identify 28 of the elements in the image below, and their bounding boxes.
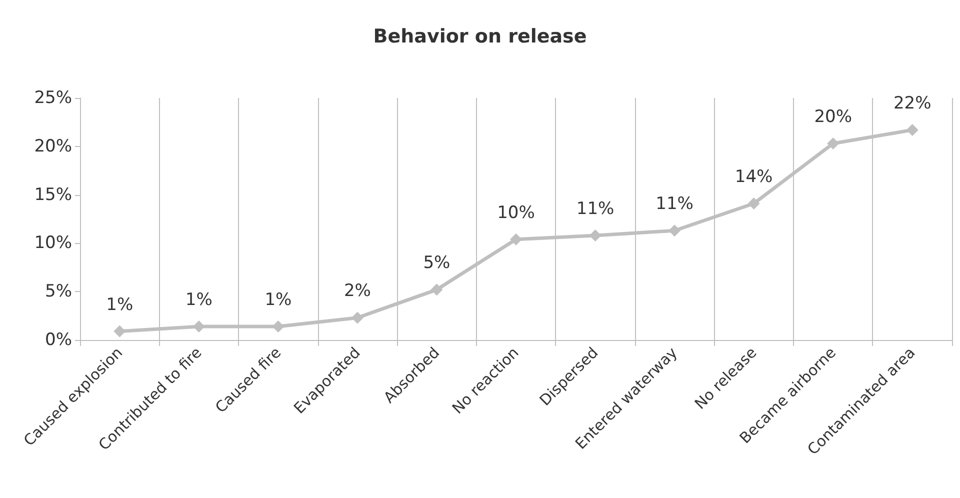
data-label: 14% <box>734 167 773 188</box>
point <box>748 198 760 210</box>
point <box>589 229 602 242</box>
point <box>430 284 443 296</box>
data-label: 1% <box>106 294 134 315</box>
data-label: 1% <box>264 290 292 310</box>
data-label: 10% <box>497 202 535 223</box>
point <box>668 224 681 237</box>
point <box>510 233 522 246</box>
data-label: 11% <box>656 194 694 214</box>
data-label: 1% <box>185 290 212 310</box>
data-label: 2% <box>344 281 371 302</box>
point <box>827 137 840 150</box>
y-tick-label: 10% <box>34 233 72 254</box>
data-label: 22% <box>893 93 932 114</box>
point <box>272 320 284 332</box>
y-tick-label: 20% <box>34 136 72 156</box>
point <box>906 124 918 136</box>
y-tick-label: 15% <box>34 184 72 205</box>
chart-title: Behavior on release <box>373 26 587 48</box>
y-tick-label: 5% <box>45 282 72 302</box>
y-tick-label: 0% <box>45 330 72 350</box>
point <box>114 325 126 338</box>
point <box>351 312 364 324</box>
data-label: 5% <box>423 253 450 274</box>
data-label: 11% <box>576 198 614 219</box>
y-tick-label: 25% <box>34 88 72 108</box>
data-label: 20% <box>814 106 852 127</box>
